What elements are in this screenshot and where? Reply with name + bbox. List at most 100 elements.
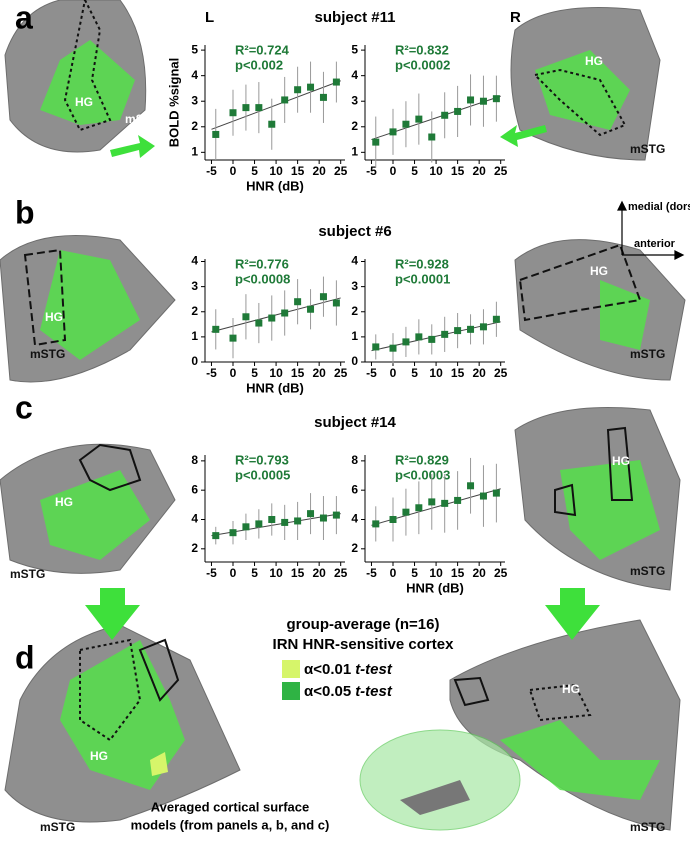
x-tick-label: 5 bbox=[251, 164, 258, 178]
brain-label: mSTG bbox=[30, 347, 65, 361]
y-tick-label: 0 bbox=[351, 354, 358, 368]
point bbox=[428, 335, 436, 343]
point bbox=[402, 338, 410, 346]
brain-label: HG bbox=[585, 54, 603, 68]
x-tick-label: 10 bbox=[429, 566, 443, 580]
point bbox=[229, 529, 237, 537]
point bbox=[441, 499, 449, 507]
panel-title: group-average (n=16) bbox=[287, 616, 440, 633]
panel-title: subject #11 bbox=[315, 9, 396, 26]
x-tick-label: 15 bbox=[291, 366, 305, 380]
y-tick-label: 2 bbox=[191, 541, 198, 555]
y-axis-label: BOLD %signal bbox=[166, 58, 181, 148]
stat-annotation: R²=0.724 bbox=[235, 42, 290, 57]
x-tick-label: -5 bbox=[366, 164, 377, 178]
brain-label: HG bbox=[45, 310, 63, 324]
x-tick-label: 25 bbox=[334, 366, 348, 380]
x-tick-label: 0 bbox=[230, 366, 237, 380]
point bbox=[294, 86, 302, 94]
y-tick-label: 2 bbox=[351, 119, 358, 133]
point bbox=[428, 498, 436, 506]
brain-label: HG bbox=[562, 682, 580, 696]
brain-b-right bbox=[514, 239, 686, 381]
x-tick-label: 25 bbox=[494, 566, 508, 580]
point bbox=[479, 492, 487, 500]
y-tick-label: 4 bbox=[351, 254, 358, 268]
stat-annotation: R²=0.829 bbox=[395, 452, 449, 467]
inset-brain bbox=[359, 729, 521, 831]
brain-b-left bbox=[0, 235, 176, 383]
x-tick-label: 15 bbox=[451, 366, 465, 380]
point bbox=[319, 293, 327, 301]
arrows bbox=[85, 125, 600, 640]
y-tick-label: 5 bbox=[191, 42, 198, 56]
y-tick-label: 1 bbox=[191, 329, 198, 343]
point bbox=[467, 96, 475, 104]
brain-c-left bbox=[0, 443, 176, 574]
point bbox=[268, 515, 276, 523]
point bbox=[467, 325, 475, 333]
brain-c-right bbox=[514, 407, 681, 591]
point bbox=[242, 313, 250, 321]
point bbox=[415, 504, 423, 512]
x-axis-label: HNR (dB) bbox=[246, 178, 304, 193]
panel-title: subject #14 bbox=[314, 414, 396, 431]
fit-line bbox=[211, 297, 341, 333]
stat-annotation: R²=0.793 bbox=[235, 452, 289, 467]
legend-label: α<0.01 bbox=[304, 661, 351, 678]
point bbox=[319, 514, 327, 522]
brain-label: HG bbox=[90, 749, 108, 763]
y-tick-label: 4 bbox=[191, 68, 198, 82]
point bbox=[268, 314, 276, 322]
y-tick-label: 3 bbox=[351, 93, 358, 107]
x-tick-label: 0 bbox=[390, 366, 397, 380]
caption: Averaged cortical surface bbox=[151, 799, 309, 814]
point bbox=[389, 344, 397, 352]
x-tick-label: 20 bbox=[312, 164, 326, 178]
y-tick-label: 8 bbox=[191, 453, 198, 467]
point bbox=[454, 496, 462, 504]
point bbox=[229, 109, 237, 117]
x-tick-label: 10 bbox=[429, 164, 443, 178]
stat-annotation: p<0.0003 bbox=[395, 467, 450, 482]
point bbox=[255, 104, 263, 112]
y-tick-label: 3 bbox=[191, 93, 198, 107]
x-tick-label: 15 bbox=[291, 566, 305, 580]
legend-swatch bbox=[282, 660, 300, 678]
point bbox=[281, 96, 289, 104]
legend-label: α<0.01 t-test bbox=[304, 661, 393, 678]
x-tick-label: 5 bbox=[251, 566, 258, 580]
point bbox=[307, 510, 315, 518]
point bbox=[492, 489, 500, 497]
x-tick-label: 10 bbox=[269, 366, 283, 380]
point bbox=[307, 83, 315, 91]
fit-line bbox=[211, 80, 341, 130]
y-tick-label: 2 bbox=[191, 119, 198, 133]
point bbox=[389, 128, 397, 136]
point bbox=[332, 78, 340, 86]
stat-annotation: p<0.0002 bbox=[395, 57, 450, 72]
point bbox=[402, 508, 410, 516]
point bbox=[454, 327, 462, 335]
x-axis-label: HNR (dB) bbox=[246, 380, 304, 395]
point bbox=[441, 111, 449, 119]
y-tick-label: 2 bbox=[191, 304, 198, 318]
point bbox=[402, 120, 410, 128]
brain-d-right bbox=[449, 619, 681, 831]
x-tick-label: 0 bbox=[390, 566, 397, 580]
point bbox=[307, 305, 315, 313]
point bbox=[372, 520, 380, 528]
x-tick-label: 20 bbox=[312, 366, 326, 380]
stat-annotation: p<0.0001 bbox=[395, 271, 450, 286]
point bbox=[281, 309, 289, 317]
panel-letter: d bbox=[15, 639, 35, 675]
y-tick-label: 6 bbox=[351, 482, 358, 496]
x-tick-label: 20 bbox=[472, 164, 486, 178]
point bbox=[441, 330, 449, 338]
stat-annotation: R²=0.928 bbox=[395, 256, 449, 271]
brain-label: mSTG bbox=[630, 820, 665, 834]
point bbox=[332, 511, 340, 519]
legend-swatch bbox=[282, 682, 300, 700]
point bbox=[255, 520, 263, 528]
